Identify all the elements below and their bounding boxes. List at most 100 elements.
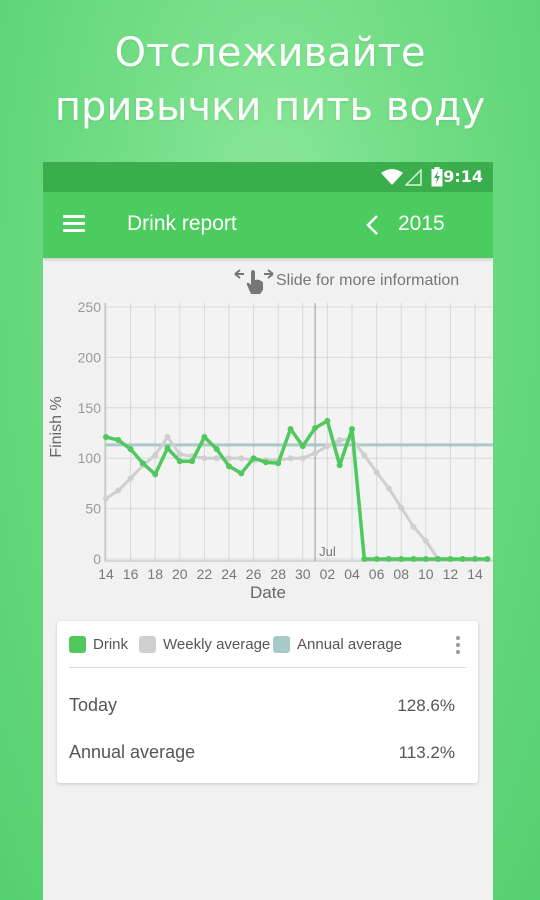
wifi-icon <box>381 169 403 185</box>
drink-point <box>447 556 454 562</box>
x-tick-label: 08 <box>393 566 409 582</box>
x-tick-label: 30 <box>295 566 311 582</box>
x-tick-label: 14 <box>98 566 114 582</box>
weekly-average-point <box>361 452 368 459</box>
drink-point <box>472 556 478 562</box>
y-tick-label: 150 <box>78 400 102 416</box>
y-tick-label: 0 <box>93 551 101 567</box>
x-tick-label: 12 <box>443 566 459 582</box>
drink-point <box>312 424 319 431</box>
x-tick-label: 16 <box>123 566 139 582</box>
drink-point <box>189 458 196 465</box>
drink-point <box>361 556 368 562</box>
slide-hint-text: Slide for more information <box>276 272 460 289</box>
legend-divider <box>69 667 466 668</box>
x-tick-label: 24 <box>221 566 237 582</box>
legend-swatch <box>273 636 290 653</box>
x-tick-label: 20 <box>172 566 188 582</box>
y-tick-label: 200 <box>78 349 102 365</box>
stat-annual-average-label: Annual average <box>69 742 196 762</box>
drink-point <box>299 443 306 450</box>
legend-label: Drink <box>93 636 129 653</box>
legend-swatch <box>139 636 156 653</box>
weekly-average-point <box>115 487 122 494</box>
weekly-average-point <box>398 504 405 511</box>
drink-point <box>373 556 380 562</box>
x-tick-label: 04 <box>344 566 360 582</box>
drink-point <box>422 556 429 562</box>
promo-headline: Отслеживайте привычки пить воду <box>0 26 540 134</box>
x-axis-label: Date <box>250 583 286 602</box>
stat-annual-average-value: 113.2% <box>398 743 455 762</box>
drink-point <box>336 462 343 469</box>
drink-point <box>139 460 146 467</box>
month-marker-label: Jul <box>319 544 336 559</box>
drink-point <box>250 455 257 462</box>
y-tick-label: 100 <box>78 450 102 466</box>
battery-charging-icon <box>431 167 443 187</box>
plot-area <box>105 303 493 561</box>
promo-line-2: привычки пить воду <box>54 84 486 130</box>
page-title: Drink report <box>127 212 237 235</box>
status-bar: 9:14 <box>43 162 493 192</box>
legend-label: Weekly average <box>163 636 271 653</box>
y-axis-label: Finish % <box>48 396 65 457</box>
drink-point <box>238 470 245 477</box>
drink-point <box>103 434 109 441</box>
weekly-average-point <box>103 495 109 502</box>
weekly-average-point <box>176 451 183 458</box>
drink-point <box>262 459 269 466</box>
weekly-average-point <box>287 455 294 462</box>
app-bar: Drink report 2015 <box>43 192 493 258</box>
more-vertical-icon[interactable] <box>453 635 463 655</box>
drink-point <box>213 446 220 453</box>
weekly-average-point <box>422 537 429 544</box>
drink-point <box>201 434 208 441</box>
x-tick-label: 28 <box>270 566 286 582</box>
x-tick-label: 26 <box>246 566 262 582</box>
drink-point <box>398 556 405 562</box>
drink-point <box>275 460 282 467</box>
status-time: 9:14 <box>443 167 483 186</box>
promo-line-1: Отслеживайте <box>114 30 426 76</box>
x-tick-label: 02 <box>320 566 336 582</box>
legend-swatch <box>69 636 86 653</box>
drink-point <box>287 425 294 432</box>
legend-label: Annual average <box>297 636 403 653</box>
weekly-average-point <box>410 523 417 530</box>
weekly-average-point <box>226 455 232 462</box>
x-tick-label: 18 <box>147 566 163 582</box>
weekly-average-point <box>385 485 392 492</box>
year-selector[interactable]: 2015 <box>398 212 445 235</box>
x-tick-label: 22 <box>197 566 213 582</box>
x-tick-label: 06 <box>369 566 385 582</box>
drink-point <box>226 463 232 470</box>
chevron-left-icon[interactable] <box>361 212 385 238</box>
phone-screen: 9:14 Drink report 2015 Slide for more in… <box>43 162 493 900</box>
drink-report-chart[interactable]: 0 50 100 150 200 250 14 16 18 20 22 24 26 28 30 02 04 06… <box>43 292 493 612</box>
drink-point <box>176 458 183 465</box>
weekly-average-point <box>164 434 171 441</box>
swipe-hand-icon <box>234 269 274 294</box>
weekly-average-point <box>312 450 319 457</box>
signal-icon <box>405 169 422 186</box>
x-tick-label: 10 <box>418 566 434 582</box>
menu-icon[interactable] <box>63 215 87 235</box>
drink-point <box>349 425 355 432</box>
drink-point <box>152 471 159 478</box>
y-tick-label: 50 <box>85 501 101 517</box>
weekly-average-point <box>213 455 220 462</box>
drink-point <box>385 556 392 562</box>
drink-point <box>127 446 134 453</box>
x-tick-label: 14 <box>467 566 483 582</box>
weekly-average-point <box>299 455 306 462</box>
drink-point <box>164 445 171 452</box>
drink-point <box>410 556 417 562</box>
legend-card: Drink Weekly average Annual average Toda… <box>57 621 478 783</box>
weekly-average-point <box>336 437 343 444</box>
weekly-average-point <box>238 455 245 462</box>
drink-point <box>115 437 122 444</box>
drink-point <box>459 556 466 562</box>
drink-point <box>324 417 331 424</box>
stat-today-label: Today <box>69 695 118 715</box>
